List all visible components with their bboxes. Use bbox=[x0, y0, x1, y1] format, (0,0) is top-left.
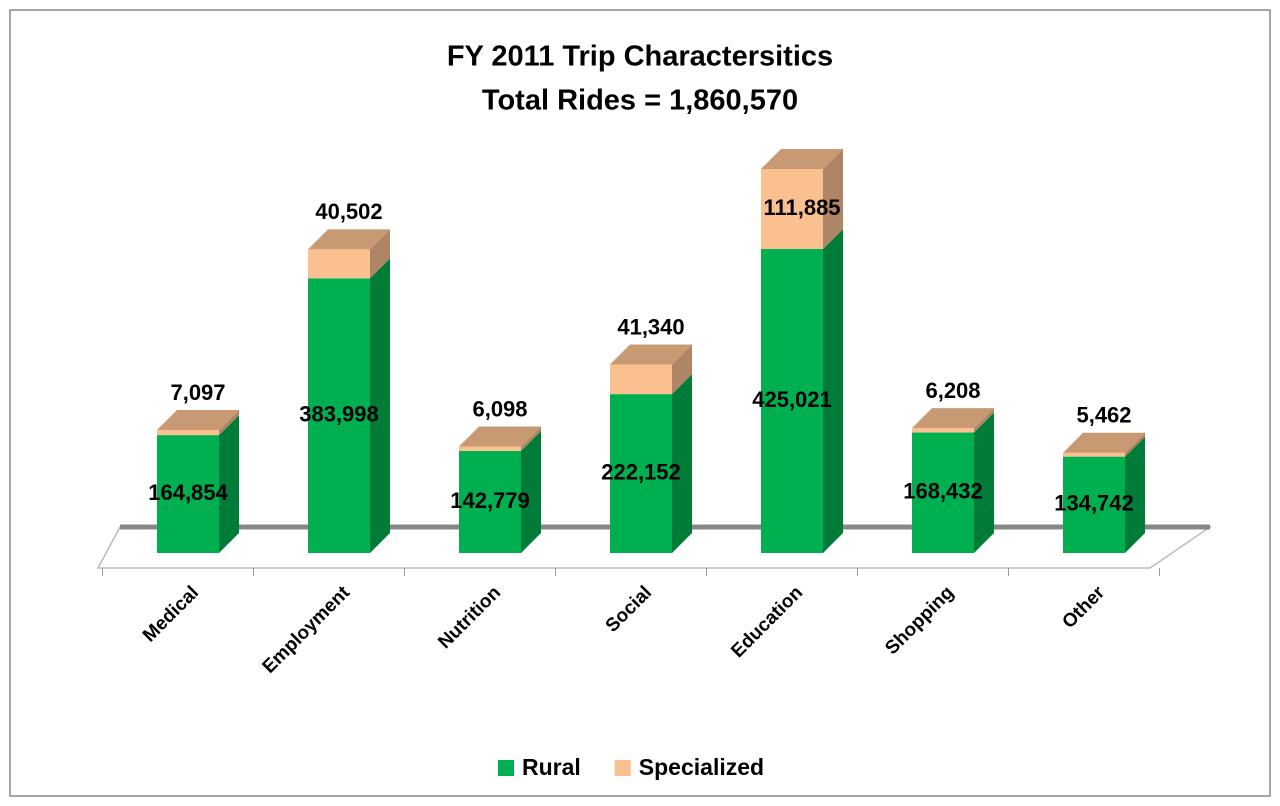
data-label: 5,462 bbox=[1076, 403, 1131, 428]
bar-side bbox=[974, 412, 994, 553]
bar-side bbox=[370, 258, 390, 553]
bar-side bbox=[823, 149, 843, 250]
bar-top bbox=[761, 149, 843, 169]
data-label: 142,779 bbox=[450, 488, 530, 513]
data-label: 41,340 bbox=[617, 314, 684, 339]
bar-top bbox=[459, 426, 541, 447]
data-label: 7,097 bbox=[170, 380, 225, 405]
bar-top bbox=[308, 229, 390, 250]
data-label: 6,208 bbox=[925, 378, 980, 403]
bar bbox=[1063, 456, 1125, 553]
bar-side bbox=[1125, 432, 1145, 457]
legend-label: Specialized bbox=[639, 754, 764, 780]
bar-side bbox=[672, 374, 692, 553]
bar-top bbox=[610, 344, 692, 365]
bar-side bbox=[219, 415, 239, 553]
bar bbox=[761, 249, 823, 553]
bar bbox=[459, 450, 521, 553]
bar-top bbox=[912, 408, 994, 429]
bar-side bbox=[521, 426, 541, 451]
bar-side bbox=[672, 344, 692, 395]
data-label: 222,152 bbox=[601, 459, 681, 484]
bar bbox=[308, 278, 370, 553]
data-label: 111,885 bbox=[763, 195, 840, 220]
data-label: 425,021 bbox=[752, 387, 832, 412]
data-label: 40,502 bbox=[315, 199, 382, 224]
bar bbox=[459, 446, 521, 451]
bar-side bbox=[1125, 436, 1145, 553]
bar-side bbox=[823, 229, 843, 553]
bar bbox=[610, 364, 672, 395]
data-label: 168,432 bbox=[903, 479, 983, 504]
bar-top bbox=[157, 410, 239, 431]
chart-subtitle: Total Rides = 1,860,570 bbox=[482, 85, 798, 117]
bar bbox=[157, 435, 219, 553]
data-label: 6,098 bbox=[472, 396, 527, 421]
legend-swatch bbox=[498, 760, 514, 776]
data-label: 383,998 bbox=[299, 401, 379, 426]
bar bbox=[157, 430, 219, 436]
bar-side bbox=[521, 430, 541, 553]
data-label: 134,742 bbox=[1054, 491, 1134, 516]
legend-swatch bbox=[614, 760, 631, 776]
bar bbox=[610, 394, 672, 553]
bar bbox=[912, 428, 974, 433]
bar-side bbox=[219, 410, 239, 436]
bar bbox=[308, 249, 370, 279]
bar-side bbox=[974, 408, 994, 433]
chart-title: FY 2011 Trip Charactersitics bbox=[447, 41, 833, 73]
bar-top bbox=[1063, 432, 1145, 453]
bar bbox=[761, 169, 823, 250]
legend-label: Rural bbox=[522, 754, 581, 780]
data-label: 164,854 bbox=[148, 480, 228, 505]
bar bbox=[1063, 452, 1125, 457]
bar-side bbox=[370, 229, 390, 279]
bar bbox=[912, 432, 974, 553]
